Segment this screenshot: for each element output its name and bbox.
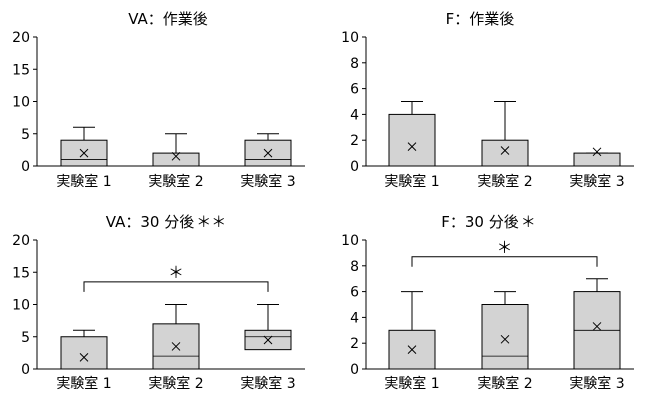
category-label: 実験室 1	[384, 375, 439, 392]
y-tick-label: 8	[350, 259, 359, 275]
y-tick-label: 5	[21, 330, 30, 346]
y-tick-label: 6	[350, 285, 359, 301]
box-2	[481, 101, 529, 167]
box-2	[152, 133, 200, 167]
chart-title: F：作業後	[446, 10, 515, 28]
significance-star: ＊	[168, 263, 184, 282]
y-tick-label: 10	[12, 298, 30, 314]
significance-star: ＊	[496, 238, 512, 257]
box-1	[60, 329, 108, 370]
chart-panel-1: VA：作業後 0 5 10 15 20 実験室 1 実験室 2 実験室 3	[12, 10, 305, 190]
category-label: 実験室 3	[569, 173, 624, 190]
box-2	[481, 291, 529, 370]
category-label: 実験室 3	[240, 375, 295, 392]
y-tick-label: 20	[12, 30, 30, 46]
mean-marker	[79, 353, 89, 362]
mean-marker	[263, 335, 273, 345]
y-tick-label: 4	[350, 107, 359, 123]
iqr-box	[481, 304, 529, 370]
iqr-box	[481, 139, 529, 167]
y-tick-label: 4	[350, 310, 359, 326]
category-label: 実験室 2	[148, 173, 203, 190]
mean-marker	[79, 148, 89, 158]
y-tick-label: 6	[350, 82, 359, 98]
title-significance-marks: ＊	[521, 213, 536, 231]
chart-title: VA：作業後	[128, 10, 208, 28]
mean-marker	[171, 342, 181, 351]
box-2	[152, 304, 200, 370]
mean-marker	[171, 151, 181, 161]
y-tick-label: 5	[21, 127, 30, 143]
mean-marker	[592, 147, 602, 157]
iqr-box	[60, 336, 108, 370]
y-tick-label: 0	[21, 362, 30, 378]
box-3	[573, 147, 621, 167]
chart-title: F：30 分後	[441, 213, 518, 231]
category-label: 実験室 2	[477, 173, 532, 190]
y-tick-label: 15	[12, 265, 30, 281]
box-3	[244, 304, 292, 351]
box-3	[244, 133, 292, 167]
category-label: 実験室 1	[56, 173, 111, 190]
y-tick-label: 10	[12, 95, 30, 111]
significance-bracket	[411, 256, 598, 267]
category-label: 実験室 3	[240, 173, 295, 190]
y-tick-label: 2	[350, 133, 359, 149]
y-tick-label: 0	[350, 159, 359, 175]
significance-bracket	[83, 281, 269, 292]
y-tick-label: 10	[341, 30, 359, 46]
category-label: 実験室 1	[384, 173, 439, 190]
category-label: 実験室 2	[477, 375, 532, 392]
iqr-box	[152, 152, 200, 167]
y-tick-label: 0	[21, 159, 30, 175]
y-tick-label: 15	[12, 62, 30, 78]
y-tick-label: 10	[341, 233, 359, 249]
chart-title: VA：30 分後	[106, 213, 194, 231]
mean-marker	[407, 142, 417, 152]
box-1	[60, 126, 108, 167]
iqr-box	[573, 152, 621, 167]
mean-marker	[407, 345, 417, 355]
y-tick-label: 20	[12, 233, 30, 249]
category-label: 実験室 1	[56, 375, 111, 392]
iqr-box	[388, 113, 436, 167]
chart-panel-3: VA：30 分後 ＊＊ 0 5 10 15 20 実験室 1 実験室 2 実験室 3 ＊	[12, 213, 305, 392]
title-significance-marks: ＊＊	[196, 213, 226, 231]
y-tick-label: 2	[350, 336, 359, 352]
mean-marker	[263, 148, 273, 158]
box-3	[573, 278, 621, 370]
mean-marker	[500, 146, 510, 155]
category-label: 実験室 2	[148, 375, 203, 392]
mean-marker	[500, 334, 510, 344]
iqr-box	[60, 139, 108, 167]
box-1	[388, 101, 436, 167]
chart-panel-2: F：作業後 0 2 4 6 8 10 実験室 1 実験室 2 実験室 3	[341, 10, 634, 190]
category-label: 実験室 3	[569, 375, 624, 392]
mean-marker	[592, 322, 602, 331]
y-tick-label: 0	[350, 362, 359, 378]
y-tick-label: 8	[350, 56, 359, 72]
box-1	[388, 291, 436, 370]
